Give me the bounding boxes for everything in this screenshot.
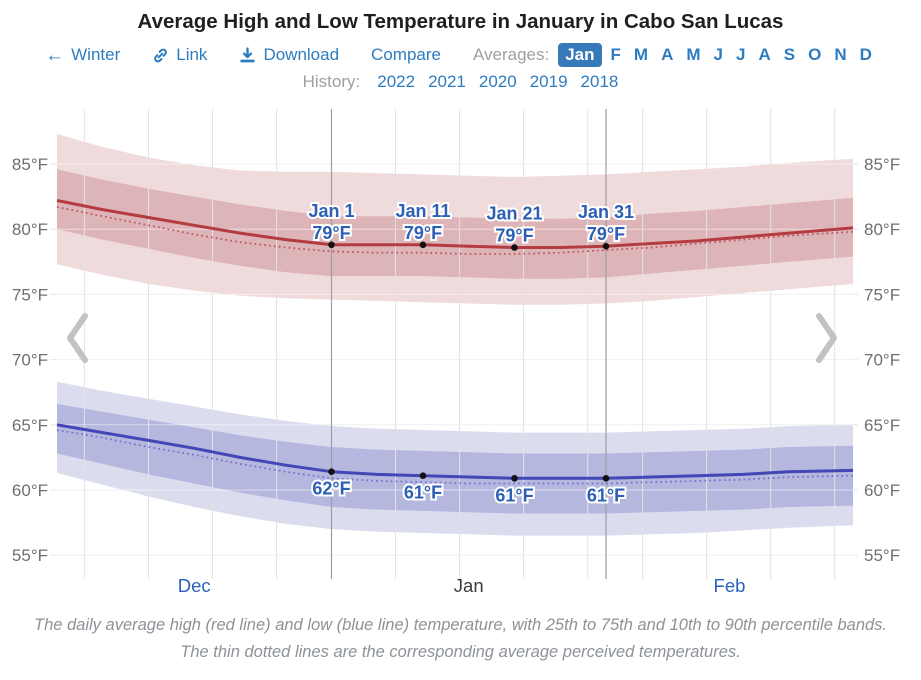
y-tick-label-right: 55°F [864,546,900,565]
history-year-2018[interactable]: 2018 [580,72,619,91]
percentile-band [57,169,853,279]
low-data-point [602,475,610,482]
low-annotation-value: 62°F [312,479,350,499]
x-month-label-feb[interactable]: Feb [714,575,746,596]
y-tick-label-right: 70°F [864,351,900,370]
chevron-left-icon [67,313,88,363]
low-annotation-value: 61°F [587,485,625,505]
link-button[interactable]: Link [152,45,207,65]
x-month-label-dec[interactable]: Dec [178,575,211,596]
low-data-point [419,472,427,480]
month-tab-sep[interactable]: S [783,45,796,64]
history-label: History: [302,72,361,91]
high-data-point [328,241,335,249]
high-data-point [419,241,427,249]
x-month-label-jan: Jan [454,575,484,596]
high-data-point [511,244,518,251]
weather-chart-page: Average High and Low Temperature in Janu… [0,10,921,680]
low-annotation-value: 61°F [404,483,442,503]
toolbar: ← Winter Link Download [0,43,921,67]
month-tab-feb[interactable]: F [610,45,621,64]
y-tick-label-left: 85°F [12,155,48,174]
y-tick-label-right: 80°F [864,220,900,239]
high-annotation-value: 79°F [587,224,625,244]
download-button[interactable]: Download [239,45,339,65]
winter-label: Winter [71,45,121,64]
percentile-band [57,403,853,514]
history-year-2019[interactable]: 2019 [529,72,568,91]
high-annotation-value: 79°F [495,226,533,246]
low-perceived-line [56,429,854,485]
page-title: Average High and Low Temperature in Janu… [137,10,784,33]
history-year-2020[interactable]: 2020 [478,72,517,91]
month-tab-aug[interactable]: A [758,45,771,64]
y-tick-label-left: 75°F [12,285,48,304]
y-tick-label-left: 55°F [12,546,48,565]
download-label: Download [263,45,340,64]
averages-label: Averages: [472,45,550,64]
high-annotation-date: Jan 11 [395,201,450,221]
scroll-left-button[interactable] [63,312,93,364]
link-label: Link [176,45,208,64]
temperature-chart[interactable]: 85°F 85°F 80°F 80°F 75°F 75°F 70°F 70°F 65°F 65°F… [0,94,921,604]
scroll-right-button[interactable] [811,312,841,364]
month-tab-jun[interactable]: J [713,45,723,64]
high-annotation-value: 79°F [312,223,350,243]
high-perceived-line [56,206,854,255]
compare-button[interactable]: Compare [371,45,441,65]
month-tab-apr[interactable]: A [661,45,674,64]
month-tab-dec[interactable]: D [859,45,872,64]
high-annotation-date: Jan 21 [486,204,542,224]
month-tab-jan[interactable]: Jan [558,43,602,67]
winter-link[interactable]: ← Winter [45,45,120,65]
month-tab-oct[interactable]: O [808,45,822,64]
y-tick-label-right: 75°F [864,285,900,304]
month-tab-jul[interactable]: J [735,45,746,64]
history-year-2021[interactable]: 2021 [428,72,466,91]
link-icon [152,47,169,64]
history-year-2022[interactable]: 2022 [377,72,416,91]
high-data-point [602,242,610,250]
y-tick-label-right: 85°F [864,155,900,174]
y-tick-label-left: 60°F [12,481,48,500]
arrow-left-icon: ← [45,44,65,66]
y-tick-label-left: 80°F [12,220,48,239]
averages-month-picker: Averages: Jan F M A M J J A S O N D [473,43,876,67]
chevron-right-icon [816,313,837,363]
high-annotation-value: 79°F [404,223,442,243]
chart-area: 85°F 85°F 80°F 80°F 75°F 75°F 70°F 70°F 65°F 65°F… [0,94,921,604]
y-tick-label-left: 70°F [12,351,48,370]
y-tick-label-left: 65°F [12,416,48,435]
y-tick-label-right: 65°F [864,416,900,435]
high-temperature-line [56,199,854,249]
compare-label: Compare [371,45,441,64]
download-icon [239,46,256,64]
low-temperature-line [56,423,854,480]
low-annotation-value: 61°F [495,485,533,505]
low-data-point [511,475,518,482]
month-tab-mar[interactable]: M [633,45,649,64]
month-tab-nov[interactable]: N [834,45,847,64]
high-annotation-date: Jan 31 [578,202,634,222]
month-tab-may[interactable]: M [686,45,701,64]
chart-caption: The daily average high (red line) and lo… [33,616,888,661]
low-data-point [328,468,335,476]
high-annotation-date: Jan 1 [308,201,354,221]
history-row: History: 2022 2021 2020 2019 2018 [0,72,921,92]
y-tick-label-right: 60°F [864,481,900,500]
